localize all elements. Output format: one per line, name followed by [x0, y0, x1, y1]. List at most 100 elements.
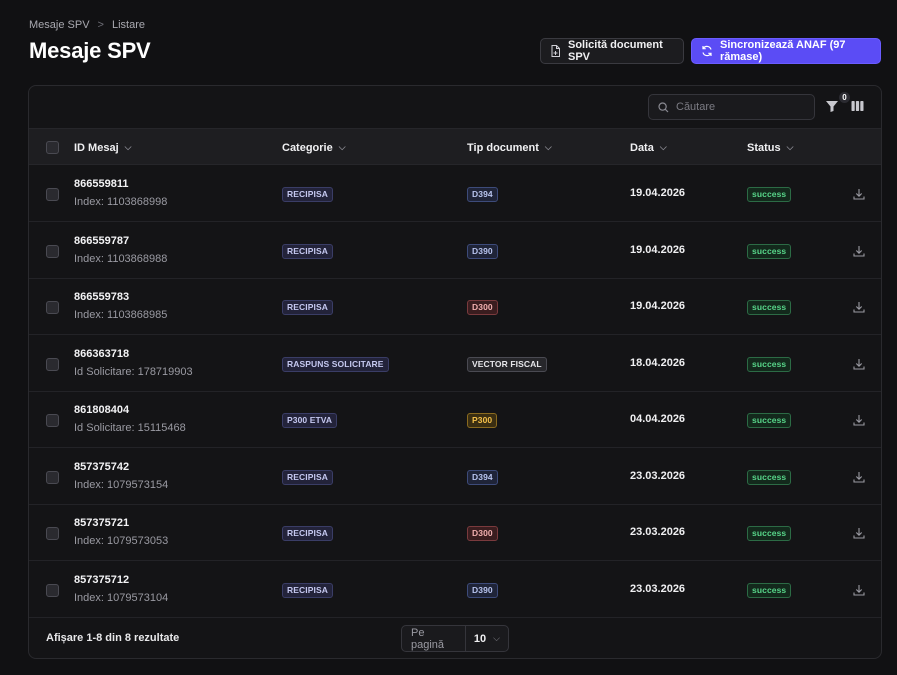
per-page-value: 10 — [473, 632, 487, 645]
breadcrumb-root[interactable]: Mesaje SPV — [29, 19, 90, 31]
message-index: Id Solicitare: 15115468 — [74, 422, 186, 434]
date-value: 19.04.2026 — [630, 244, 686, 256]
date-value: 23.03.2026 — [630, 470, 686, 482]
message-id: 866559811 — [74, 178, 129, 190]
date-value: 23.03.2026 — [630, 583, 686, 595]
request-document-button[interactable]: Solicită document SPV — [540, 38, 684, 64]
row-checkbox[interactable] — [46, 527, 59, 540]
chevron-down-icon: ⌵ — [124, 142, 132, 152]
message-index: Index: 1079573104 — [74, 592, 169, 604]
message-id: 866559787 — [74, 235, 130, 247]
table-row[interactable]: 866559787 Index: 1103868988 RECIPISA D39… — [29, 223, 881, 279]
message-id: 857375742 — [74, 461, 130, 473]
column-header-doc-type-label: Tip document — [467, 141, 539, 154]
status-badge: success — [747, 244, 792, 259]
message-index: Index: 1079573053 — [74, 535, 169, 547]
download-icon[interactable] — [853, 358, 865, 370]
doc-type-badge: D300 — [467, 526, 498, 541]
status-badge: success — [747, 526, 792, 541]
chevron-down-icon: ⌵ — [338, 142, 346, 152]
date-value: 23.03.2026 — [630, 526, 686, 538]
message-id: 866363718 — [74, 348, 130, 360]
breadcrumb-separator-icon: > — [97, 19, 104, 31]
chevron-down-icon: ⌵ — [786, 142, 794, 152]
message-id-cell: 866559811 Index: 1103868998 — [74, 178, 167, 208]
table-row[interactable]: 857375742 Index: 1079573154 RECIPISA D39… — [29, 449, 881, 505]
download-icon[interactable] — [853, 245, 865, 257]
column-header-doc-type[interactable]: Tip document ⌵ — [467, 129, 552, 166]
message-id-cell: 861808404 Id Solicitare: 15115468 — [74, 404, 186, 434]
results-summary: Afișare 1-8 din 8 rezultate — [46, 632, 180, 644]
status-badge: success — [747, 187, 792, 202]
download-icon[interactable] — [853, 471, 865, 483]
breadcrumb: Mesaje SPV > Listare — [29, 19, 145, 31]
columns-icon[interactable] — [851, 100, 864, 112]
chevron-down-icon: ⌵ — [493, 633, 500, 643]
message-id: 857375721 — [74, 517, 130, 529]
table-row[interactable]: 861808404 Id Solicitare: 15115468 P300 E… — [29, 392, 881, 448]
message-id-cell: 857375712 Index: 1079573104 — [74, 574, 168, 604]
column-header-id-label: ID Mesaj — [74, 141, 119, 154]
doc-type-badge: D394 — [467, 187, 498, 202]
message-id: 866559783 — [74, 291, 130, 303]
message-index: Id Solicitare: 178719903 — [74, 366, 193, 378]
table-row[interactable]: 866559783 Index: 1103868985 RECIPISA D30… — [29, 279, 881, 335]
select-all-checkbox[interactable] — [46, 141, 59, 154]
message-id-cell: 866363718 Id Solicitare: 178719903 — [74, 348, 193, 378]
status-badge: success — [747, 583, 792, 598]
doc-type-badge: D394 — [467, 470, 498, 485]
category-badge: RASPUNS SOLICITARE — [282, 357, 389, 372]
table-row[interactable]: 857375712 Index: 1079573104 RECIPISA D39… — [29, 562, 881, 618]
search-field[interactable] — [648, 94, 815, 120]
search-icon — [658, 101, 669, 112]
download-icon[interactable] — [853, 527, 865, 539]
column-header-category-label: Categorie — [282, 141, 333, 154]
date-value: 18.04.2026 — [630, 357, 686, 369]
message-id-cell: 866559783 Index: 1103868985 — [74, 291, 167, 321]
chevron-down-icon: ⌵ — [659, 142, 667, 152]
column-header-date[interactable]: Data ⌵ — [630, 129, 667, 166]
column-header-id[interactable]: ID Mesaj ⌵ — [74, 129, 131, 166]
chevron-down-icon: ⌵ — [544, 142, 552, 152]
row-checkbox[interactable] — [46, 245, 59, 258]
per-page-select[interactable]: 10 ⌵ — [466, 633, 508, 645]
category-badge: RECIPISA — [282, 300, 333, 315]
column-header-status-label: Status — [747, 141, 781, 154]
row-checkbox[interactable] — [46, 414, 59, 427]
row-checkbox[interactable] — [46, 471, 59, 484]
row-checkbox[interactable] — [46, 358, 59, 371]
download-icon[interactable] — [853, 301, 865, 313]
column-header-status[interactable]: Status ⌵ — [747, 129, 793, 166]
search-input[interactable] — [676, 101, 806, 113]
doc-type-badge: VECTOR FISCAL — [467, 357, 547, 372]
table-row[interactable]: 866363718 Id Solicitare: 178719903 RASPU… — [29, 336, 881, 392]
refresh-icon — [702, 45, 712, 57]
file-plus-icon — [551, 45, 560, 57]
column-header-category[interactable]: Categorie ⌵ — [282, 129, 346, 166]
doc-type-badge: D390 — [467, 244, 498, 259]
filter-count-badge: 0 — [839, 92, 850, 103]
table-row[interactable]: 857375721 Index: 1079573053 RECIPISA D30… — [29, 505, 881, 561]
status-badge: success — [747, 300, 792, 315]
category-badge: P300 ETVA — [282, 413, 338, 428]
download-icon[interactable] — [853, 188, 865, 200]
doc-type-badge: D300 — [467, 300, 498, 315]
sync-anaf-button[interactable]: Sincronizează ANAF (97 rămase) — [691, 38, 881, 64]
page-title: Mesaje SPV — [29, 38, 151, 63]
category-badge: RECIPISA — [282, 526, 333, 541]
filter-icon[interactable] — [825, 99, 839, 113]
status-badge: success — [747, 413, 792, 428]
category-badge: RECIPISA — [282, 244, 333, 259]
row-checkbox[interactable] — [46, 188, 59, 201]
table-row[interactable]: 866559811 Index: 1103868998 RECIPISA D39… — [29, 166, 881, 222]
download-icon[interactable] — [853, 414, 865, 426]
message-id-cell: 866559787 Index: 1103868988 — [74, 235, 167, 265]
download-icon[interactable] — [853, 584, 865, 596]
category-badge: RECIPISA — [282, 470, 333, 485]
row-checkbox[interactable] — [46, 301, 59, 314]
per-page-control: Pe pagină 10 ⌵ — [401, 625, 509, 652]
row-checkbox[interactable] — [46, 584, 59, 597]
message-index: Index: 1103868985 — [74, 309, 168, 321]
category-badge: RECIPISA — [282, 583, 333, 598]
doc-type-badge: P300 — [467, 413, 498, 428]
